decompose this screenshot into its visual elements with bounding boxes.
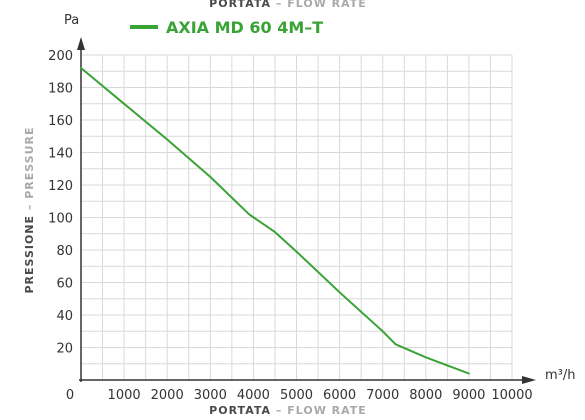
y-tick-label: 20 bbox=[56, 342, 73, 357]
x-tick-label: 8000 bbox=[409, 388, 442, 403]
top-axis-title-secondary: FLOW RATE bbox=[287, 0, 367, 10]
x-tick-label: 4000 bbox=[237, 388, 270, 403]
y-tick-label: 40 bbox=[56, 309, 73, 324]
y-axis-title-separator: – bbox=[23, 199, 36, 215]
y-tick-label: 60 bbox=[56, 277, 73, 292]
y-tick-label: 80 bbox=[56, 244, 73, 259]
y-axis-title: PRESSIONE – PRESSURE bbox=[23, 126, 36, 293]
x-axis-title: PORTATA – FLOW RATE bbox=[209, 404, 367, 417]
legend-label: AXIA MD 60 4M–T bbox=[166, 18, 323, 37]
y-tick-label: 160 bbox=[48, 114, 73, 129]
y-tick-labels: 20 40 60 80 100 120 140 160 180 200 bbox=[48, 49, 73, 357]
top-axis-title-separator: – bbox=[271, 0, 287, 10]
y-tick-label: 120 bbox=[48, 179, 73, 194]
y-axis-title-secondary: PRESSURE bbox=[23, 126, 36, 198]
x-tick-labels: 0 1000 2000 3000 4000 5000 6000 7000 8000 9000 100… bbox=[66, 388, 533, 403]
y-tick-label: 140 bbox=[48, 147, 73, 162]
legend: AXIA MD 60 4M–T bbox=[130, 18, 323, 37]
x-tick-label: 0 bbox=[66, 388, 74, 403]
x-axis-title-separator: – bbox=[271, 404, 287, 417]
svg-text:PORTATA – FLOW RATE: PORTATA – FLOW RATE bbox=[209, 0, 367, 10]
x-tick-label: 9000 bbox=[452, 388, 485, 403]
x-tick-label: 3000 bbox=[194, 388, 227, 403]
x-tick-label: 5000 bbox=[280, 388, 313, 403]
series-line bbox=[80, 67, 470, 375]
y-axis-unit: Pa bbox=[64, 13, 79, 28]
y-tick-label: 200 bbox=[48, 49, 73, 64]
y-tick-label: 180 bbox=[48, 82, 73, 97]
x-axis-title-primary: PORTATA bbox=[209, 404, 271, 417]
x-tick-label: 10000 bbox=[491, 388, 532, 403]
x-tick-label: 7000 bbox=[366, 388, 399, 403]
x-tick-label: 6000 bbox=[323, 388, 356, 403]
x-tick-label: 2000 bbox=[151, 388, 184, 403]
x-axis-unit: m³/h bbox=[545, 368, 576, 383]
y-tick-label: 100 bbox=[48, 212, 73, 227]
svg-text:PRESSIONE – PRESSURE: PRESSIONE – PRESSURE bbox=[23, 126, 36, 293]
x-tick-label: 1000 bbox=[108, 388, 141, 403]
y-axis-title-primary: PRESSIONE bbox=[23, 215, 36, 294]
series-group bbox=[80, 67, 470, 375]
top-axis-title: PORTATA – FLOW RATE bbox=[209, 0, 367, 10]
axes bbox=[77, 37, 536, 384]
y-axis-arrow bbox=[77, 37, 85, 50]
x-axis-arrow bbox=[522, 376, 536, 384]
svg-text:PORTATA – FLOW RATE: PORTATA – FLOW RATE bbox=[209, 404, 367, 417]
gridlines bbox=[81, 54, 513, 380]
top-axis-title-primary: PORTATA bbox=[209, 0, 271, 10]
x-axis-title-secondary: FLOW RATE bbox=[287, 404, 367, 417]
